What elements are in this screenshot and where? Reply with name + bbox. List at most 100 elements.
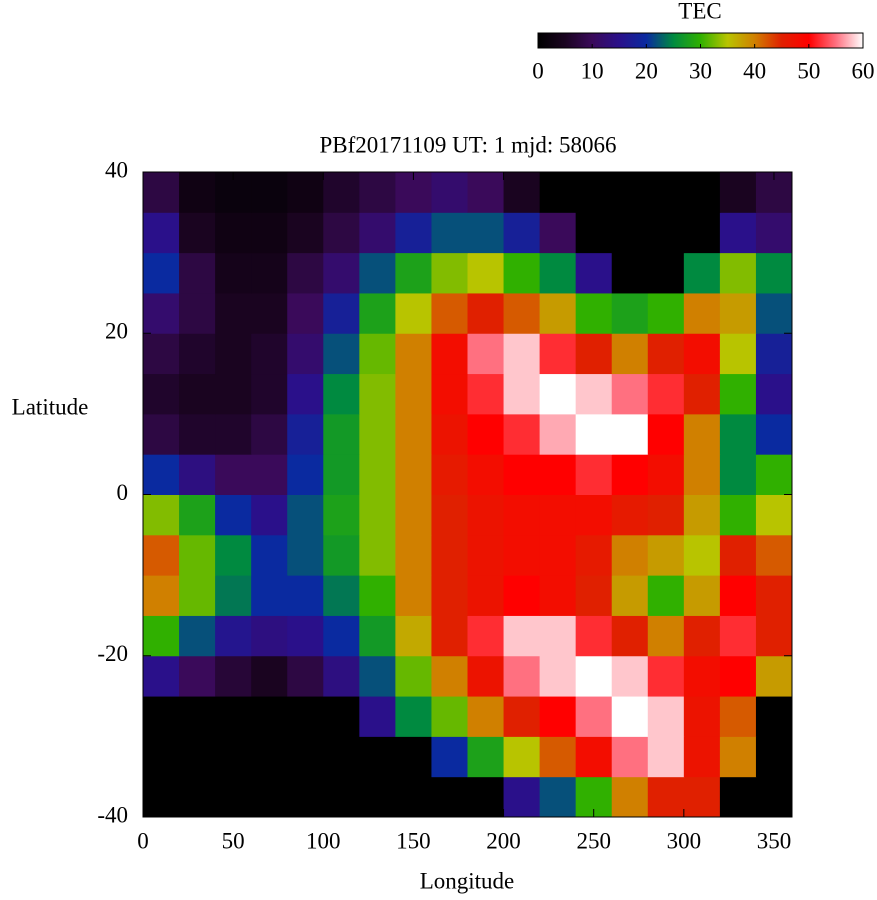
heat-cell [179, 292, 216, 334]
heat-cell [611, 172, 649, 213]
heat-cell [575, 696, 613, 737]
heat-cell [143, 413, 180, 455]
heat-cell [359, 615, 396, 657]
heat-cell [431, 615, 468, 657]
colorbar-tick-label: 40 [743, 58, 766, 83]
heat-cell [575, 615, 613, 657]
heat-cell [755, 696, 793, 737]
heat-cell [179, 172, 216, 213]
heat-cell [179, 413, 216, 455]
heat-cell [467, 655, 505, 697]
heat-cell [215, 373, 252, 415]
heat-cell [323, 494, 360, 536]
heat-cell [719, 575, 757, 616]
heat-cell [539, 373, 577, 415]
heat-cell [467, 413, 505, 455]
heat-cell [539, 696, 577, 737]
heat-cell [683, 333, 721, 375]
heat-cell [215, 212, 252, 254]
heat-cell [503, 413, 541, 455]
heat-cell [683, 252, 721, 294]
heat-cell [395, 494, 432, 536]
heat-cell [323, 333, 360, 375]
heat-cell [395, 292, 432, 334]
heat-cell [287, 534, 324, 576]
heat-cell [467, 696, 505, 737]
heat-cell [287, 373, 324, 415]
heat-cell [755, 413, 793, 455]
heat-cell [611, 252, 649, 294]
heat-cell [287, 454, 324, 495]
heat-cell [755, 454, 793, 495]
heat-cell [323, 373, 360, 415]
heat-cell [431, 736, 468, 778]
y-tick-label: -40 [97, 802, 128, 827]
colorbar-tick-label: 30 [689, 58, 712, 83]
heat-cell [251, 534, 288, 576]
heat-cell [215, 333, 252, 375]
heat-cell [575, 373, 613, 415]
heat-cell [647, 252, 685, 294]
heat-cell [359, 172, 396, 213]
heat-cell [395, 655, 432, 697]
heat-cell [179, 373, 216, 415]
heat-cell [503, 333, 541, 375]
heat-cell [179, 454, 216, 495]
heat-cell [647, 172, 685, 213]
heat-cell [539, 534, 577, 576]
heat-cell [611, 413, 649, 455]
y-tick-label: 0 [117, 480, 129, 505]
heat-cell [575, 252, 613, 294]
heat-cell [431, 333, 468, 375]
heat-cell [611, 292, 649, 334]
heat-cell [395, 615, 432, 657]
heat-cell [611, 655, 649, 697]
heat-cell [719, 534, 757, 576]
heat-cell [287, 736, 324, 778]
heat-cell [467, 252, 505, 294]
heat-cell [143, 292, 180, 334]
colorbar-tick-label: 60 [852, 58, 875, 83]
heat-cell [431, 454, 468, 495]
heat-cell [287, 413, 324, 455]
heat-cell [143, 534, 180, 576]
heat-cell [251, 615, 288, 657]
heat-cell [215, 413, 252, 455]
heat-cell [755, 292, 793, 334]
heat-cell [755, 252, 793, 294]
heat-cell [215, 494, 252, 536]
heat-cell [683, 454, 721, 495]
heat-cell [539, 333, 577, 375]
heat-cell [503, 494, 541, 536]
heat-cell [575, 575, 613, 616]
heat-cell [575, 534, 613, 576]
heat-cell [755, 494, 793, 536]
heat-cell [215, 736, 252, 778]
heat-cell [323, 534, 360, 576]
heat-cell [611, 575, 649, 616]
colorbar-tick-label: 20 [635, 58, 658, 83]
heat-cell [467, 575, 505, 616]
heat-cell [431, 373, 468, 415]
heat-cell [323, 575, 360, 616]
heat-cell [755, 333, 793, 375]
heat-cell [503, 212, 541, 254]
heat-cell [359, 534, 396, 576]
heat-cell [539, 212, 577, 254]
heat-cell [179, 333, 216, 375]
heat-cell [287, 615, 324, 657]
heat-cell [179, 776, 216, 818]
heat-cell [431, 212, 468, 254]
colorbar-tick-label: 10 [581, 58, 604, 83]
heat-cell [179, 534, 216, 576]
heat-cell [323, 172, 360, 213]
y-axis-label: Latitude [12, 394, 89, 419]
heat-cell [575, 212, 613, 254]
heat-cell [287, 575, 324, 616]
heat-cell [539, 736, 577, 778]
colorbar-label: TEC [678, 0, 721, 23]
heat-cell [647, 534, 685, 576]
heat-cell [395, 534, 432, 576]
y-tick-label: 40 [105, 157, 128, 182]
heat-cell [323, 292, 360, 334]
